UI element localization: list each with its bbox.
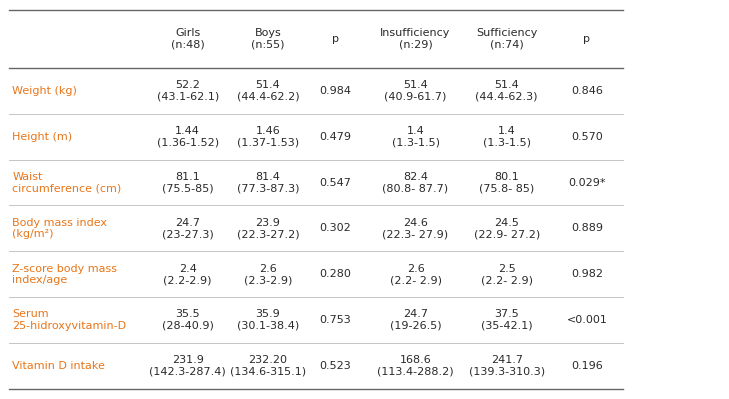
Text: 0.523: 0.523: [319, 361, 351, 371]
Text: Boys
(n:55): Boys (n:55): [252, 28, 284, 50]
Text: Insufficiency
(n:29): Insufficiency (n:29): [381, 28, 451, 50]
Text: 0.029*: 0.029*: [568, 178, 606, 188]
Text: Body mass index
(kg/m²): Body mass index (kg/m²): [12, 217, 107, 239]
Text: 0.984: 0.984: [319, 86, 351, 96]
Text: 1.46
(1.37-1.53): 1.46 (1.37-1.53): [237, 126, 299, 148]
Text: 24.6
(22.3- 27.9): 24.6 (22.3- 27.9): [383, 217, 448, 239]
Text: 81.4
(77.3-87.3): 81.4 (77.3-87.3): [237, 172, 299, 194]
Text: 0.753: 0.753: [319, 315, 351, 325]
Text: 241.7
(139.3-310.3): 241.7 (139.3-310.3): [469, 355, 545, 377]
Text: Waist
circumference (cm): Waist circumference (cm): [12, 172, 122, 194]
Text: 2.4
(2.2-2.9): 2.4 (2.2-2.9): [163, 263, 212, 285]
Text: 2.5
(2.2- 2.9): 2.5 (2.2- 2.9): [480, 263, 533, 285]
Text: Serum
25-hidroxyvitamin-D: Serum 25-hidroxyvitamin-D: [12, 309, 127, 331]
Text: 23.9
(22.3-27.2): 23.9 (22.3-27.2): [237, 217, 299, 239]
Text: Sufficiency
(n:74): Sufficiency (n:74): [476, 28, 537, 50]
Text: 24.7
(19-26.5): 24.7 (19-26.5): [390, 309, 441, 331]
Text: 24.5
(22.9- 27.2): 24.5 (22.9- 27.2): [474, 217, 539, 239]
Text: 0.196: 0.196: [571, 361, 603, 371]
Text: 0.846: 0.846: [571, 86, 603, 96]
Text: 0.889: 0.889: [571, 223, 603, 233]
Text: 35.9
(30.1-38.4): 35.9 (30.1-38.4): [237, 309, 299, 331]
Text: 0.570: 0.570: [571, 132, 603, 142]
Text: 168.6
(113.4-288.2): 168.6 (113.4-288.2): [377, 355, 454, 377]
Text: 0.982: 0.982: [571, 269, 603, 279]
Text: 81.1
(75.5-85): 81.1 (75.5-85): [162, 172, 214, 194]
Text: Vitamin D intake: Vitamin D intake: [12, 361, 105, 371]
Text: Height (m): Height (m): [12, 132, 72, 142]
Text: 35.5
(28-40.9): 35.5 (28-40.9): [162, 309, 214, 331]
Text: 80.1
(75.8- 85): 80.1 (75.8- 85): [479, 172, 534, 194]
Text: 1.4
(1.3-1.5): 1.4 (1.3-1.5): [391, 126, 440, 148]
Text: Girls
(n:48): Girls (n:48): [171, 28, 205, 50]
Text: 231.9
(142.3-287.4): 231.9 (142.3-287.4): [149, 355, 226, 377]
Text: 1.44
(1.36-1.52): 1.44 (1.36-1.52): [157, 126, 219, 148]
Text: 82.4
(80.8- 87.7): 82.4 (80.8- 87.7): [383, 172, 448, 194]
Text: 51.4
(40.9-61.7): 51.4 (40.9-61.7): [384, 80, 447, 102]
Text: Weight (kg): Weight (kg): [12, 86, 77, 96]
Text: 0.302: 0.302: [319, 223, 351, 233]
Text: 52.2
(43.1-62.1): 52.2 (43.1-62.1): [157, 80, 219, 102]
Text: 0.547: 0.547: [319, 178, 351, 188]
Text: 51.4
(44.4-62.2): 51.4 (44.4-62.2): [237, 80, 299, 102]
Text: p: p: [583, 34, 590, 44]
Text: 1.4
(1.3-1.5): 1.4 (1.3-1.5): [483, 126, 531, 148]
Text: p: p: [332, 34, 339, 44]
Text: 37.5
(35-42.1): 37.5 (35-42.1): [481, 309, 532, 331]
Text: Z-score body mass
index/age: Z-score body mass index/age: [12, 263, 117, 285]
Text: 2.6
(2.2- 2.9): 2.6 (2.2- 2.9): [389, 263, 442, 285]
Text: 0.479: 0.479: [319, 132, 351, 142]
Text: 2.6
(2.3-2.9): 2.6 (2.3-2.9): [243, 263, 292, 285]
Text: 51.4
(44.4-62.3): 51.4 (44.4-62.3): [475, 80, 538, 102]
Text: 24.7
(23-27.3): 24.7 (23-27.3): [162, 217, 214, 239]
Text: 0.280: 0.280: [319, 269, 351, 279]
Text: 232.20
(134.6-315.1): 232.20 (134.6-315.1): [230, 355, 306, 377]
Text: <0.001: <0.001: [566, 315, 607, 325]
